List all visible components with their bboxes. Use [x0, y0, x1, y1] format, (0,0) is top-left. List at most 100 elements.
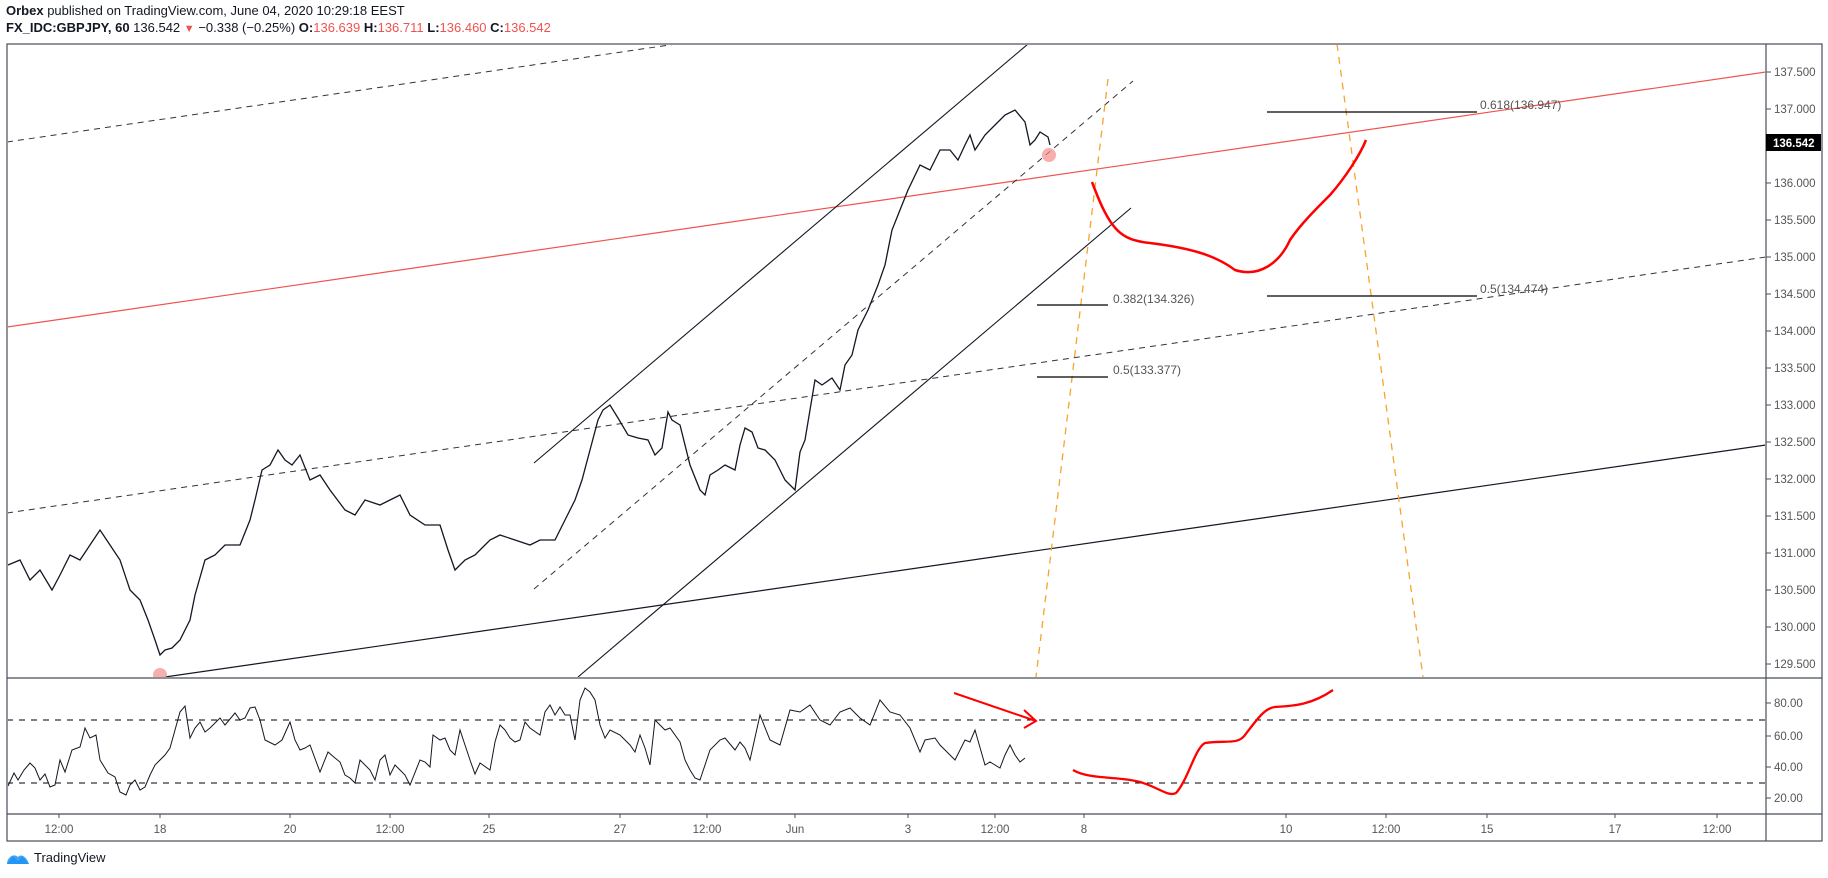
svg-text:131.500: 131.500: [1774, 511, 1816, 523]
price-tick: 130.500: [1766, 585, 1816, 597]
time-tick: 20: [284, 814, 297, 836]
svg-text:130.500: 130.500: [1774, 585, 1816, 597]
svg-text:10: 10: [1280, 824, 1293, 836]
svg-text:12:00: 12:00: [45, 824, 74, 836]
svg-text:0.382(134.326): 0.382(134.326): [1113, 292, 1194, 306]
svg-text:0.618(136.947): 0.618(136.947): [1480, 98, 1561, 112]
svg-text:133.000: 133.000: [1774, 400, 1816, 412]
price-tick: 132.000: [1766, 474, 1816, 486]
triangle-down-icon: ▼: [183, 23, 195, 35]
time-axis[interactable]: 12:00 18 20 12:00 25 27 12:00 Jun 3 12:0…: [45, 814, 1732, 836]
time-tick: 10: [1280, 814, 1293, 836]
svg-text:135.000: 135.000: [1774, 252, 1816, 264]
time-tick: 27: [614, 814, 627, 836]
projected-price-path[interactable]: [1090, 139, 1368, 274]
published-text: published on TradingView.com, June 04, 2…: [47, 3, 405, 18]
lower-trendline[interactable]: [164, 444, 1766, 677]
main-pane-drawings[interactable]: 0.618(136.947) 0.382(134.326) 0.5(133.37…: [7, 44, 1766, 682]
price-change: −0.338 (−0.25%): [198, 20, 296, 35]
high-label: H:: [363, 20, 378, 35]
svg-text:133.500: 133.500: [1774, 363, 1816, 375]
svg-text:Jun: Jun: [786, 824, 805, 836]
price-series: [8, 109, 1051, 657]
svg-text:12:00: 12:00: [693, 824, 722, 836]
low-value: 136.460: [439, 20, 487, 35]
time-tick: 25: [483, 814, 496, 836]
svg-text:8: 8: [1081, 824, 1087, 836]
fib-time-line-2[interactable]: [1336, 44, 1424, 677]
time-tick: 18: [154, 814, 166, 836]
rsi-axis[interactable]: 80.00 60.00 40.00 20.00: [1766, 698, 1803, 805]
rsi-tick: 20.00: [1766, 793, 1803, 805]
svg-text:60.00: 60.00: [1774, 731, 1803, 743]
channel-lower-line[interactable]: [577, 207, 1132, 677]
time-tick: Jun: [786, 814, 805, 836]
svg-text:129.500: 129.500: [1774, 659, 1816, 671]
time-tick: 12:00: [693, 814, 722, 836]
time-tick: 12:00: [376, 814, 405, 836]
price-tick: 135.500: [1766, 215, 1816, 227]
time-tick: 17: [1609, 814, 1622, 836]
fib-level-0382[interactable]: 0.382(134.326): [1037, 292, 1194, 306]
fib-level-05-b[interactable]: 0.5(134.474): [1267, 282, 1548, 297]
time-tick: 12:00: [981, 814, 1009, 836]
author-name[interactable]: Orbex: [6, 3, 44, 18]
dashed-channel-line-top[interactable]: [7, 44, 676, 143]
svg-text:134.500: 134.500: [1774, 289, 1816, 301]
svg-text:0.5(133.377): 0.5(133.377): [1113, 363, 1181, 377]
svg-text:20: 20: [284, 824, 297, 836]
time-tick: 12:00: [45, 814, 74, 836]
footer-brand[interactable]: TradingView: [6, 850, 106, 865]
price-tick: 131.500: [1766, 511, 1816, 523]
symbol-name: FX_IDC:GBPJPY, 60: [6, 20, 130, 35]
svg-text:130.000: 130.000: [1774, 622, 1816, 634]
svg-text:132.000: 132.000: [1774, 474, 1816, 486]
fib-level-05-a[interactable]: 0.5(133.377): [1037, 363, 1181, 378]
svg-text:136.542: 136.542: [1773, 138, 1815, 150]
price-tick: 129.500: [1766, 659, 1816, 671]
svg-text:40.00: 40.00: [1774, 762, 1803, 774]
last-price: 136.542: [133, 20, 181, 35]
red-trendline[interactable]: [7, 71, 1766, 328]
svg-text:12:00: 12:00: [1703, 824, 1732, 836]
svg-text:80.00: 80.00: [1774, 698, 1803, 710]
time-tick: 8: [1081, 814, 1087, 836]
svg-text:131.000: 131.000: [1774, 548, 1816, 560]
open-label: O:: [298, 20, 314, 35]
svg-text:27: 27: [614, 824, 627, 836]
price-tick: 133.000: [1766, 400, 1816, 412]
rsi-tick: 80.00: [1766, 698, 1803, 710]
price-tick: 131.000: [1766, 548, 1816, 560]
close-label: C:: [490, 20, 504, 35]
open-value: 136.639: [313, 20, 361, 35]
time-tick: 12:00: [1703, 814, 1732, 836]
low-label: L:: [427, 20, 440, 35]
channel-mid-line[interactable]: [533, 80, 1134, 590]
time-tick: 15: [1481, 814, 1494, 836]
rsi-pane[interactable]: [7, 687, 1766, 796]
close-value: 136.542: [503, 20, 551, 35]
rsi-tick: 60.00: [1766, 731, 1803, 743]
rsi-series: [8, 687, 1026, 796]
svg-text:3: 3: [905, 824, 911, 836]
svg-text:12:00: 12:00: [376, 824, 405, 836]
price-tick: 136.000: [1766, 178, 1816, 190]
price-tick: 137.000: [1766, 104, 1816, 116]
svg-text:135.500: 135.500: [1774, 215, 1816, 227]
fib-time-line-1[interactable]: [1035, 78, 1109, 677]
fib-level-0618[interactable]: 0.618(136.947): [1267, 98, 1561, 113]
divergence-arrow[interactable]: [953, 692, 1038, 729]
high-value: 136.711: [377, 20, 424, 35]
current-marker: [1042, 148, 1056, 162]
price-axis[interactable]: 137.500 137.000 136.000 135.500 135.000 …: [1766, 67, 1821, 671]
projected-rsi-path[interactable]: [1072, 689, 1334, 796]
svg-text:17: 17: [1609, 824, 1622, 836]
time-tick: 12:00: [1372, 814, 1400, 836]
svg-text:25: 25: [483, 824, 496, 836]
svg-text:15: 15: [1481, 824, 1494, 836]
channel-upper-line[interactable]: [533, 44, 1028, 464]
svg-text:137.500: 137.500: [1774, 67, 1816, 79]
brand-name: TradingView: [34, 850, 106, 865]
price-tick: 130.000: [1766, 622, 1816, 634]
